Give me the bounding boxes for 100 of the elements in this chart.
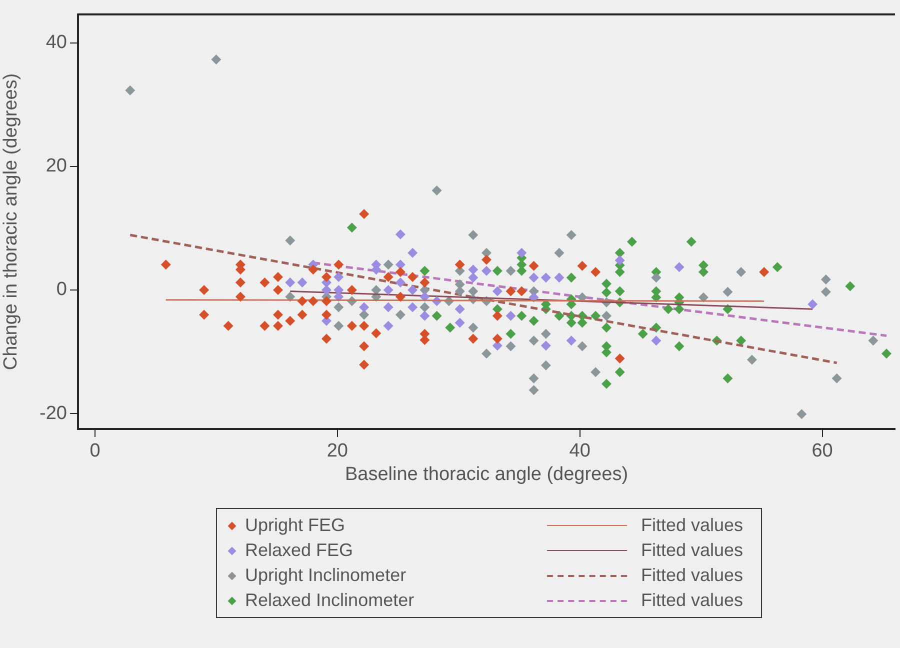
point bbox=[235, 292, 246, 302]
point bbox=[359, 360, 370, 370]
point bbox=[359, 310, 370, 320]
point bbox=[468, 230, 478, 240]
point bbox=[566, 230, 576, 240]
point bbox=[638, 328, 648, 339]
point bbox=[468, 264, 478, 275]
point bbox=[445, 322, 456, 333]
point bbox=[160, 260, 171, 270]
point bbox=[602, 310, 612, 321]
point bbox=[820, 286, 831, 297]
point bbox=[346, 320, 357, 331]
point bbox=[614, 248, 625, 258]
point bbox=[540, 272, 551, 283]
point bbox=[722, 373, 733, 384]
point bbox=[832, 373, 842, 384]
point bbox=[614, 367, 625, 378]
point bbox=[492, 310, 502, 321]
point bbox=[420, 278, 430, 288]
point bbox=[698, 267, 708, 278]
point bbox=[383, 320, 394, 331]
legend-label: Upright Inclinometer bbox=[245, 565, 406, 586]
point bbox=[321, 334, 332, 344]
point bbox=[796, 409, 807, 420]
point bbox=[492, 286, 502, 296]
point bbox=[746, 354, 757, 365]
point bbox=[528, 272, 539, 283]
point bbox=[297, 278, 308, 288]
point bbox=[566, 272, 576, 283]
point bbox=[868, 336, 878, 346]
point bbox=[285, 316, 296, 326]
point bbox=[383, 260, 394, 270]
point bbox=[577, 318, 588, 328]
point bbox=[590, 367, 601, 378]
y-tick-label: 20 bbox=[46, 156, 67, 177]
legend-label: Fitted values bbox=[641, 565, 744, 586]
point bbox=[334, 302, 344, 312]
point bbox=[590, 267, 601, 278]
legend-label: Fitted values bbox=[641, 590, 744, 611]
point bbox=[199, 284, 210, 295]
point bbox=[506, 286, 516, 296]
point bbox=[882, 348, 892, 359]
point bbox=[468, 272, 478, 283]
point bbox=[506, 341, 516, 352]
point bbox=[516, 248, 527, 258]
point bbox=[321, 272, 332, 282]
point bbox=[492, 334, 502, 344]
point bbox=[528, 373, 539, 384]
point bbox=[602, 287, 612, 298]
point bbox=[334, 260, 344, 270]
point bbox=[199, 310, 210, 320]
point bbox=[273, 310, 284, 320]
point bbox=[516, 310, 527, 321]
point bbox=[408, 284, 418, 295]
point bbox=[626, 236, 637, 247]
point bbox=[235, 278, 246, 288]
y-axis-title: Change in thoracic angle (degrees) bbox=[0, 73, 22, 370]
legend-label: Fitted values bbox=[641, 515, 744, 536]
point bbox=[321, 296, 332, 306]
x-tick-label: 60 bbox=[812, 440, 833, 462]
point bbox=[334, 272, 344, 282]
point bbox=[602, 278, 612, 289]
point bbox=[808, 299, 818, 310]
y-tick-label: -20 bbox=[40, 402, 67, 424]
point bbox=[651, 272, 662, 283]
point bbox=[308, 264, 318, 275]
point bbox=[359, 341, 370, 352]
point bbox=[383, 272, 394, 282]
point bbox=[334, 320, 344, 331]
point bbox=[602, 322, 612, 333]
point bbox=[346, 284, 357, 295]
x-tick-label: 40 bbox=[569, 440, 590, 462]
point bbox=[468, 322, 478, 333]
point bbox=[408, 302, 418, 312]
point bbox=[454, 318, 465, 328]
point bbox=[686, 236, 696, 247]
point bbox=[273, 284, 284, 295]
point bbox=[285, 236, 296, 246]
point bbox=[614, 255, 625, 266]
point bbox=[395, 229, 406, 240]
point bbox=[211, 54, 222, 65]
point bbox=[395, 310, 406, 320]
point bbox=[420, 335, 430, 346]
point bbox=[454, 304, 465, 314]
point bbox=[566, 336, 576, 346]
point bbox=[468, 334, 478, 344]
point bbox=[577, 341, 588, 352]
point bbox=[395, 278, 406, 288]
point bbox=[663, 304, 674, 314]
point bbox=[566, 318, 576, 328]
point bbox=[420, 302, 430, 312]
point bbox=[432, 185, 442, 196]
point bbox=[759, 267, 770, 278]
point bbox=[674, 304, 684, 314]
point bbox=[540, 340, 551, 351]
point bbox=[651, 336, 662, 346]
point bbox=[273, 272, 284, 282]
legend-label: Upright FEG bbox=[245, 515, 346, 536]
point bbox=[383, 284, 394, 295]
point bbox=[346, 222, 357, 233]
